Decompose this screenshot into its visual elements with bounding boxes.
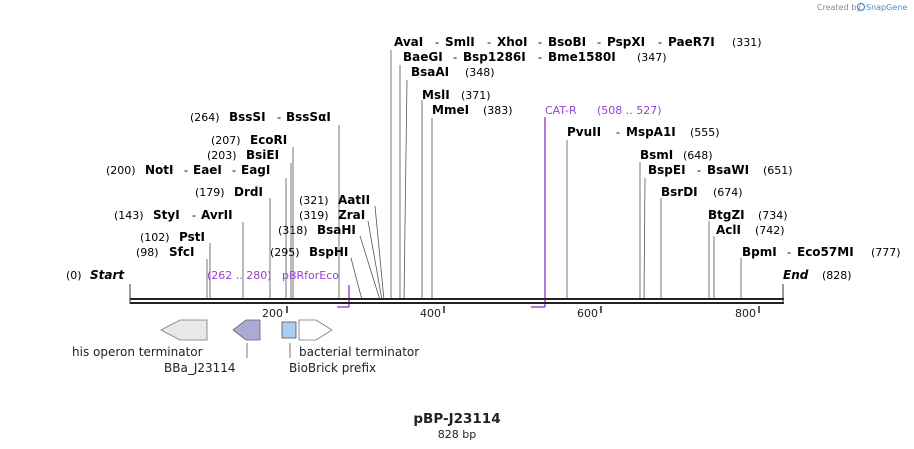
tick-label-200: 200	[262, 307, 283, 320]
site-btgzi: BtgZI (734)	[708, 208, 788, 222]
site-msli: MslI (371)	[422, 88, 491, 102]
site-sfci: (98) SfcI	[136, 245, 194, 259]
site-styi: (143) StyI - AvrII	[114, 208, 233, 222]
site-drdi: (179) DrdI	[195, 185, 263, 199]
start-position: (0)	[66, 269, 82, 282]
site-bpmi: BpmI - Eco57MI (777)	[742, 245, 901, 259]
plasmid-length: 828 bp	[438, 428, 476, 441]
feature-his-operon-terminator: his operon terminator	[72, 345, 203, 359]
end-label: End	[783, 268, 809, 282]
site-mmei: MmeI (383)	[432, 103, 513, 117]
site-zrai: (319) ZraI	[299, 208, 365, 222]
site-leader-lines	[206, 50, 742, 301]
biobrick-prefix-box	[281, 321, 297, 339]
his-operon-terminator-arrow	[160, 319, 208, 341]
credit-brand: SnapGene	[866, 3, 907, 12]
site-bsmi: BsmI (648)	[640, 148, 713, 162]
bba-j23114-arrow	[232, 319, 261, 341]
bacterial-terminator-arrow	[298, 319, 333, 341]
tick-label-800: 800	[735, 307, 756, 320]
primer-cat-r-label: CAT-R (508 .. 527)	[545, 104, 662, 117]
primer-pbrforeco-label: (262 .. 280) pBRforEco	[207, 269, 339, 282]
site-pvuii: PvuII - MspA1I (555)	[567, 125, 720, 139]
site-acli: AclI (742)	[716, 223, 785, 237]
primer-marks	[337, 117, 546, 308]
feature-bba-j23114: BBa_J23114	[164, 361, 236, 375]
feature-bacterial-terminator: bacterial terminator	[299, 345, 419, 359]
start-label: Start	[90, 268, 125, 282]
site-psti: (102) PstI	[140, 230, 205, 244]
feature-shapes	[160, 319, 333, 358]
site-avai-group: AvaI - SmlI - XhoI - BsoBI - PspXI - Pae…	[394, 35, 762, 49]
snapgene-logo-icon	[856, 2, 866, 12]
end-position: (828)	[822, 269, 852, 282]
tick-label-400: 400	[420, 307, 441, 320]
tick-label-600: 600	[577, 307, 598, 320]
site-baegi-group: BaeGI - Bsp1286I - Bme1580I (347)	[403, 50, 667, 64]
credit-prefix: Created by	[817, 3, 861, 12]
site-noti: (200) NotI - EaeI - EagI	[106, 163, 270, 177]
plasmid-title: pBP-J23114	[413, 411, 500, 427]
site-bsssi: (264) BssSI - BssSαI	[190, 110, 331, 124]
dna-backbone	[129, 284, 784, 304]
ruler-ticks	[286, 306, 760, 313]
site-bsiei: (203) BsiEI	[207, 148, 279, 162]
site-bsphi: (295) BspHI	[270, 245, 348, 259]
site-bsrdi: BsrDI (674)	[661, 185, 743, 199]
site-bsaai: BsaAI (348)	[411, 65, 495, 79]
site-aatii: (321) AatII	[299, 193, 370, 207]
site-bspei: BspEI - BsaWI (651)	[648, 163, 793, 177]
feature-biobrick-prefix: BioBrick prefix	[289, 361, 376, 375]
site-ecori: (207) EcoRI	[211, 133, 287, 147]
site-bsahi: (318) BsaHI	[278, 223, 356, 237]
